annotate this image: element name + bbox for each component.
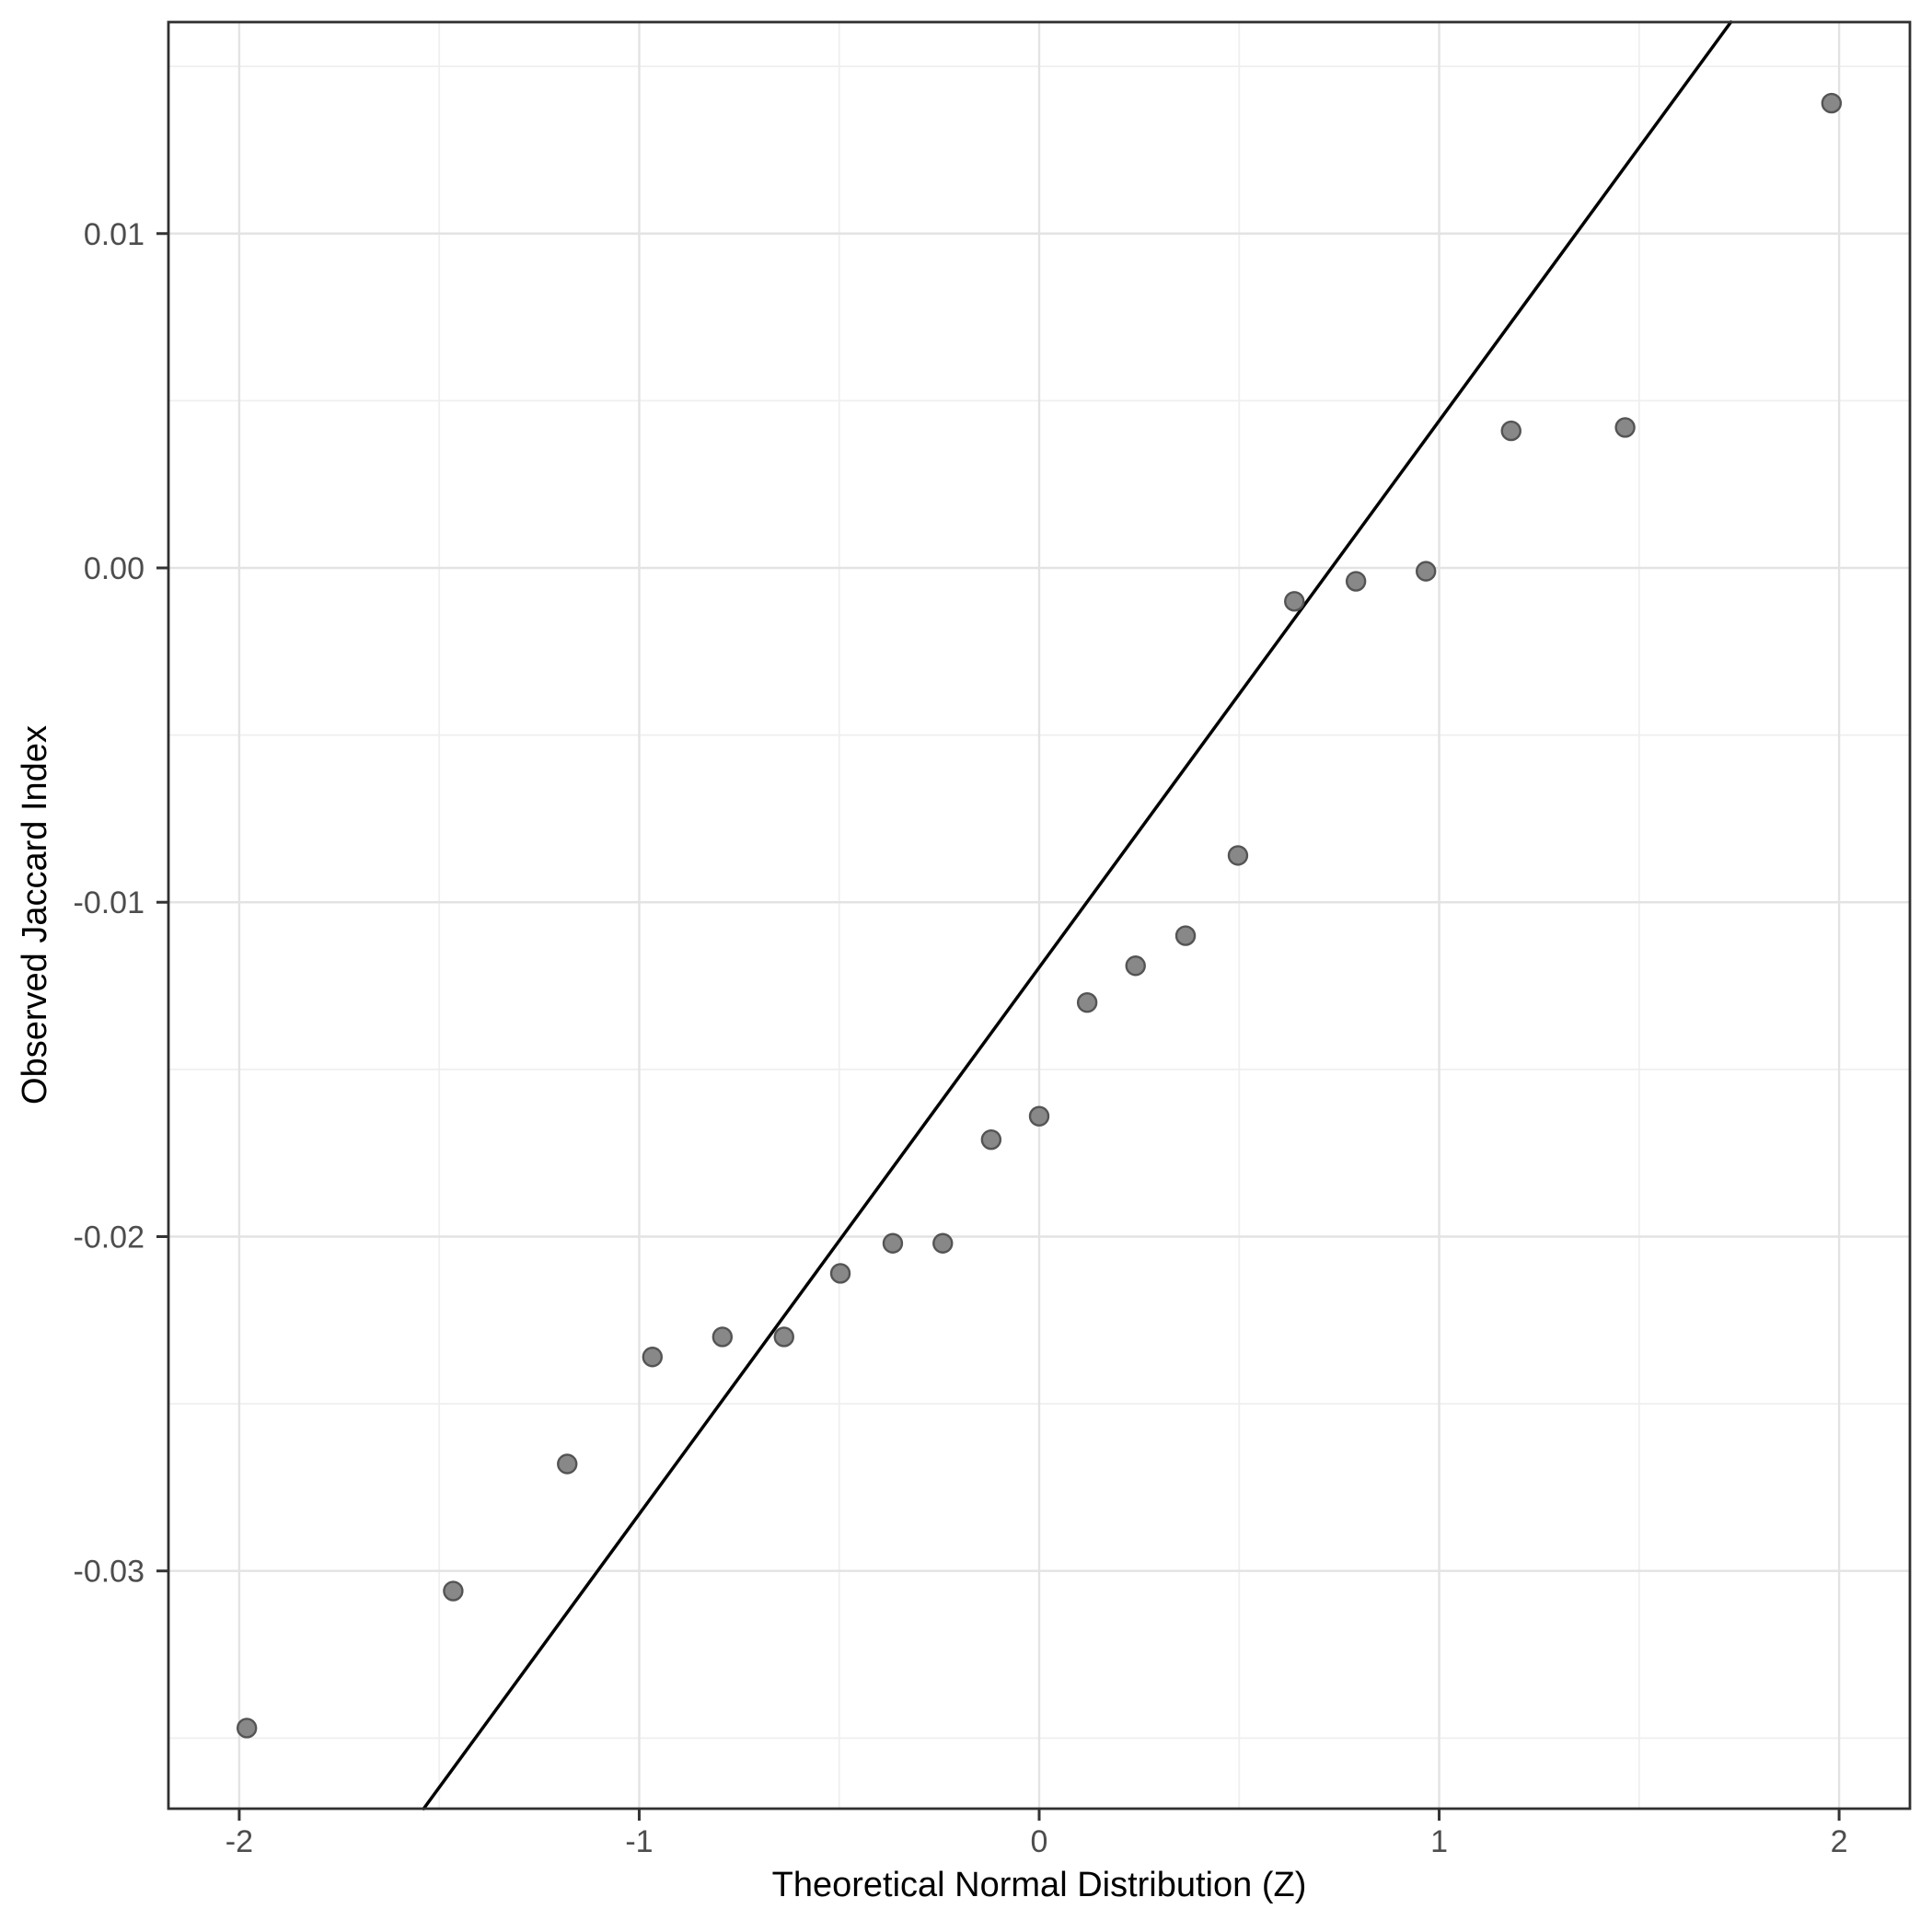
data-point [882, 1232, 904, 1254]
x-tick-label: 2 [1831, 1824, 1848, 1859]
x-tick-label: 0 [1031, 1824, 1048, 1859]
data-point [1174, 925, 1197, 946]
data-point [1345, 571, 1367, 592]
x-tick-label: 1 [1430, 1824, 1448, 1859]
y-tick-label: -0.01 [74, 885, 145, 920]
data-point [236, 1718, 258, 1739]
y-axis-title: Observed Jaccard Index [16, 725, 54, 1105]
data-point [1614, 417, 1636, 438]
data-point [557, 1453, 578, 1475]
data-point [1076, 992, 1098, 1013]
major-gridlines [168, 22, 1910, 1809]
axis-tick-labels-group: -2 -1 0 1 2 0.01 0.00 -0.01 -0.02 -0.03 [74, 217, 1848, 1859]
data-point [1227, 845, 1249, 866]
x-axis-title: Theoretical Normal Distribution (Z) [772, 1866, 1307, 1904]
data-point [932, 1232, 954, 1254]
data-point [773, 1326, 794, 1348]
y-tick-label: 0.01 [84, 217, 145, 252]
data-point [1821, 92, 1843, 114]
data-point [980, 1128, 1002, 1151]
data-point [1416, 561, 1437, 582]
data-point [1284, 591, 1305, 612]
data-points-group [236, 92, 1843, 1739]
reference-line-group [422, 20, 1733, 1811]
data-point [1125, 955, 1146, 977]
x-tick-label: -1 [625, 1824, 653, 1859]
data-point [829, 1263, 851, 1284]
data-point [1028, 1105, 1050, 1127]
data-point [711, 1326, 734, 1348]
y-tick-label: 0.00 [84, 551, 145, 586]
y-tick-label: -0.02 [74, 1220, 145, 1255]
x-tick-label: -2 [226, 1824, 253, 1859]
y-tick-label: -0.03 [74, 1555, 145, 1590]
qq-reference-line [422, 20, 1733, 1811]
data-point [642, 1347, 663, 1368]
data-point [1500, 420, 1521, 442]
axis-ticks-group [156, 232, 1841, 1821]
data-point [443, 1580, 464, 1602]
